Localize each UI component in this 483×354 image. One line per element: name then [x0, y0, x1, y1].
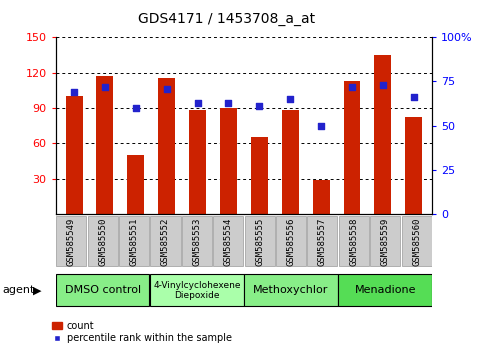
Text: 4-Vinylcyclohexene
Diepoxide: 4-Vinylcyclohexene Diepoxide [153, 281, 241, 300]
Bar [374, 55, 391, 214]
Text: DMSO control: DMSO control [65, 285, 141, 295]
Text: GSM585550: GSM585550 [98, 217, 107, 266]
Bar [150, 274, 243, 306]
Point [225, 100, 232, 105]
Bar [182, 216, 212, 266]
Text: GSM585553: GSM585553 [192, 217, 201, 266]
Text: GSM585554: GSM585554 [224, 217, 233, 266]
Point [379, 82, 387, 88]
Text: GSM585558: GSM585558 [349, 217, 358, 266]
Point [256, 103, 263, 109]
Text: GSM585555: GSM585555 [255, 217, 264, 266]
Bar [119, 216, 149, 266]
Text: GDS4171 / 1453708_a_at: GDS4171 / 1453708_a_at [139, 12, 315, 27]
Bar [213, 216, 243, 266]
Text: GSM585557: GSM585557 [318, 217, 327, 266]
Point [70, 89, 78, 95]
Text: Menadione: Menadione [355, 285, 416, 295]
Text: agent: agent [2, 285, 35, 295]
Bar [150, 216, 181, 266]
Text: GSM585560: GSM585560 [412, 217, 421, 266]
Point [132, 105, 140, 111]
Bar [313, 180, 329, 214]
Bar [244, 274, 338, 306]
Bar [244, 216, 275, 266]
Bar [189, 110, 206, 214]
Text: Methoxychlor: Methoxychlor [253, 285, 329, 295]
Bar [56, 274, 149, 306]
Text: GSM585552: GSM585552 [161, 217, 170, 266]
Bar [343, 81, 360, 214]
Bar [128, 155, 144, 214]
Bar [339, 216, 369, 266]
Bar [66, 96, 83, 214]
Point [410, 95, 418, 100]
Point [194, 100, 201, 105]
Bar [220, 108, 237, 214]
Bar [251, 137, 268, 214]
Bar [282, 110, 298, 214]
Point [348, 84, 356, 90]
Bar [56, 216, 86, 266]
Bar [339, 274, 432, 306]
Text: GSM585549: GSM585549 [67, 217, 76, 266]
Text: GSM585559: GSM585559 [381, 217, 390, 266]
Bar [401, 216, 432, 266]
Bar [87, 216, 118, 266]
Text: GSM585551: GSM585551 [129, 217, 139, 266]
Bar [307, 216, 338, 266]
Bar [405, 118, 422, 214]
Point [317, 123, 325, 129]
Bar [97, 76, 114, 214]
Bar [276, 216, 306, 266]
Legend: count, percentile rank within the sample: count, percentile rank within the sample [48, 317, 236, 347]
Text: ▶: ▶ [33, 285, 42, 295]
Text: GSM585556: GSM585556 [286, 217, 296, 266]
Point [101, 84, 109, 90]
Bar [370, 216, 400, 266]
Point [286, 96, 294, 102]
Bar [158, 79, 175, 214]
Point [163, 86, 170, 91]
